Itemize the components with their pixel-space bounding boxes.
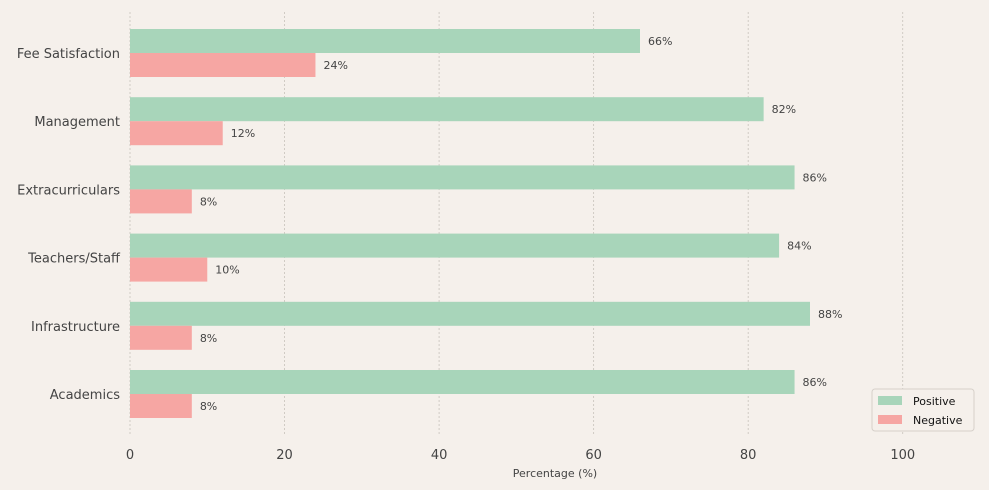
legend-label-positive: Positive: [913, 395, 956, 408]
bar-negative: [130, 325, 192, 350]
legend-swatch-negative: [878, 415, 902, 424]
x-tick-label: 60: [585, 448, 602, 463]
y-category-label: Extracurriculars: [17, 183, 120, 198]
bar-negative: [130, 394, 192, 418]
legend: Positive Negative: [871, 388, 975, 432]
x-axis: 0 20 40 60 80 100: [126, 448, 915, 463]
data-label-positive: 86%: [803, 376, 827, 389]
data-label-positive: 66%: [648, 35, 672, 48]
data-label-negative: 8%: [200, 332, 217, 345]
data-label-negative: 8%: [200, 195, 217, 208]
data-label-positive: 86%: [803, 171, 827, 184]
legend-label-negative: Negative: [913, 414, 963, 427]
x-tick-label: 0: [126, 448, 134, 463]
data-label-negative: 24%: [323, 59, 347, 72]
grid-lines: [129, 12, 904, 435]
bar-negative: [130, 121, 223, 146]
bar-positive: [130, 233, 780, 258]
data-label-positive: 88%: [818, 308, 842, 321]
x-axis-title: Percentage (%): [513, 467, 597, 480]
x-tick-label: 40: [431, 448, 448, 463]
x-tick-label: 80: [740, 448, 757, 463]
data-label-positive: 82%: [772, 103, 796, 116]
y-category-label: Management: [34, 115, 120, 130]
data-labels: 86% 8% 88% 8% 84% 10% 86% 8% 82% 12% 66% 24%: [200, 35, 843, 413]
bar-negative: [130, 53, 316, 77]
y-category-label: Academics: [50, 388, 120, 403]
data-label-negative: 10%: [215, 264, 239, 277]
legend-swatch-positive: [878, 396, 902, 405]
y-category-label: Fee Satisfaction: [17, 47, 120, 62]
data-label-positive: 84%: [787, 240, 811, 253]
x-tick-label: 100: [890, 448, 915, 463]
x-tick-label: 20: [276, 448, 293, 463]
bar-positive: [130, 165, 795, 190]
bar-positive: [130, 301, 810, 326]
bar-negative: [130, 189, 192, 214]
bar-positive: [130, 29, 640, 53]
bar-positive: [130, 97, 764, 122]
bar-positive: [130, 370, 795, 394]
data-label-negative: 12%: [231, 127, 255, 140]
bars: [130, 29, 810, 418]
bar-negative: [130, 257, 208, 282]
y-category-label: Teachers/Staff: [27, 252, 121, 267]
data-label-negative: 8%: [200, 400, 217, 413]
y-category-label: Infrastructure: [31, 320, 120, 335]
y-axis: Academics Infrastructure Teachers/Staff Ext…: [17, 47, 121, 403]
